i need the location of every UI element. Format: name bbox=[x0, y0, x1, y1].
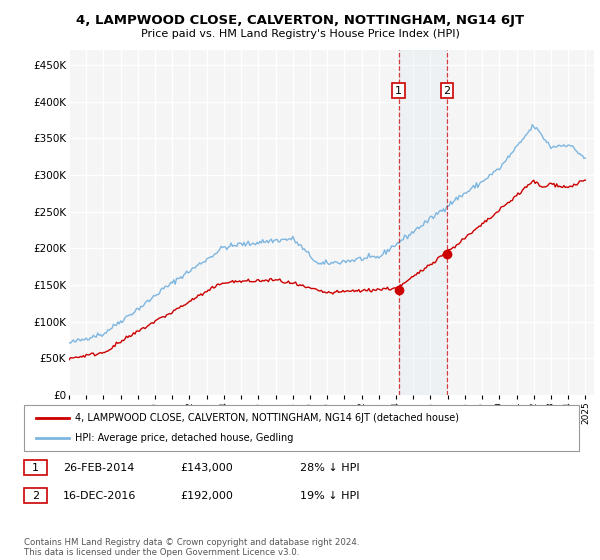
Text: Price paid vs. HM Land Registry's House Price Index (HPI): Price paid vs. HM Land Registry's House … bbox=[140, 29, 460, 39]
Text: Contains HM Land Registry data © Crown copyright and database right 2024.
This d: Contains HM Land Registry data © Crown c… bbox=[24, 538, 359, 557]
Text: 26-FEB-2014: 26-FEB-2014 bbox=[63, 463, 134, 473]
Text: 1: 1 bbox=[395, 86, 402, 96]
Text: £192,000: £192,000 bbox=[180, 491, 233, 501]
Text: 1: 1 bbox=[32, 463, 39, 473]
Text: 4, LAMPWOOD CLOSE, CALVERTON, NOTTINGHAM, NG14 6JT (detached house): 4, LAMPWOOD CLOSE, CALVERTON, NOTTINGHAM… bbox=[75, 413, 459, 423]
Text: 19% ↓ HPI: 19% ↓ HPI bbox=[300, 491, 359, 501]
Bar bbox=[398, 50, 447, 395]
Text: 2: 2 bbox=[32, 491, 39, 501]
Text: 16-DEC-2016: 16-DEC-2016 bbox=[63, 491, 136, 501]
Text: HPI: Average price, detached house, Gedling: HPI: Average price, detached house, Gedl… bbox=[75, 433, 293, 443]
Text: 2: 2 bbox=[443, 86, 451, 96]
Text: 4, LAMPWOOD CLOSE, CALVERTON, NOTTINGHAM, NG14 6JT: 4, LAMPWOOD CLOSE, CALVERTON, NOTTINGHAM… bbox=[76, 14, 524, 27]
Text: 28% ↓ HPI: 28% ↓ HPI bbox=[300, 463, 359, 473]
Text: £143,000: £143,000 bbox=[180, 463, 233, 473]
